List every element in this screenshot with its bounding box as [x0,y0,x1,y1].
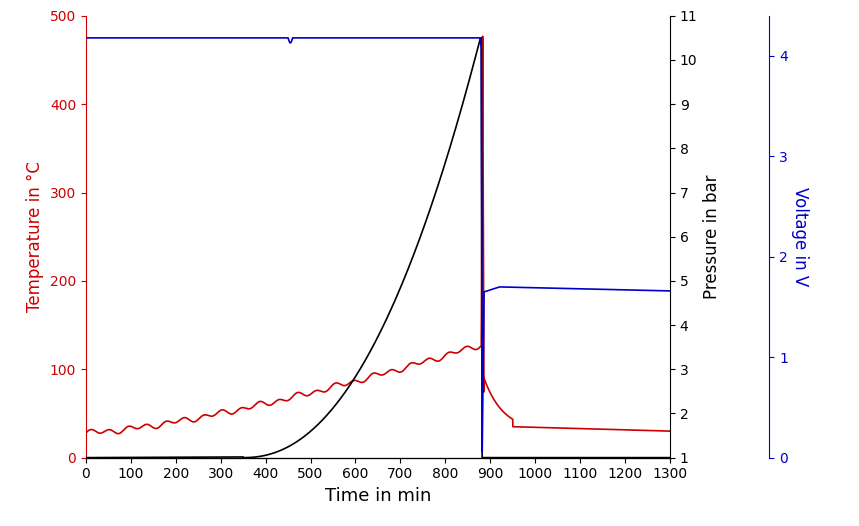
Y-axis label: Voltage in V: Voltage in V [791,187,809,286]
Y-axis label: Temperature in °C: Temperature in °C [27,161,45,312]
X-axis label: Time in min: Time in min [325,487,431,505]
Y-axis label: Pressure in bar: Pressure in bar [703,175,721,299]
